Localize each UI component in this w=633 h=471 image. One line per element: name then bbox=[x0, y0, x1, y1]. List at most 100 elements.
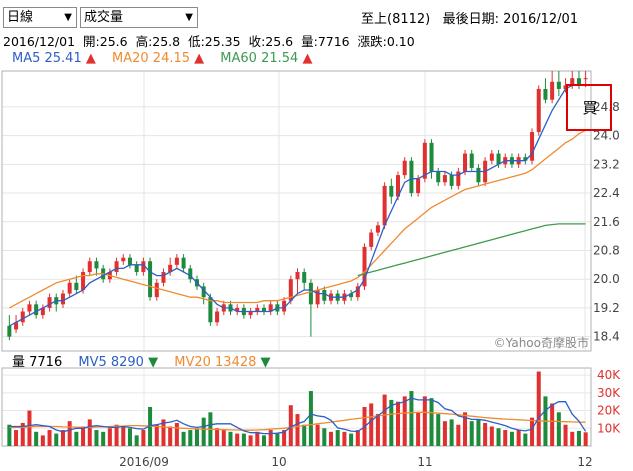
candle-body bbox=[295, 272, 300, 280]
candle-body bbox=[74, 282, 79, 290]
candle-body bbox=[27, 304, 32, 312]
volume-bar bbox=[295, 414, 300, 446]
ma-legend: MA5 25.41 ▲ MA20 24.15 ▲ MA60 21.54 ▲ bbox=[12, 51, 324, 66]
candle-body bbox=[261, 307, 267, 312]
volume-bar bbox=[107, 428, 112, 446]
candle-body bbox=[489, 153, 494, 161]
candle-body bbox=[288, 279, 293, 301]
candle-body bbox=[248, 311, 253, 316]
volume-bar bbox=[382, 394, 387, 446]
candle-body bbox=[429, 142, 434, 172]
date-tick-label: 12 bbox=[577, 455, 592, 469]
candle-body bbox=[255, 307, 260, 312]
legend-mv20: MV20 13428 ▼ bbox=[174, 355, 270, 370]
candle-body bbox=[168, 264, 173, 273]
quote-high: 高:25.8 bbox=[135, 34, 181, 49]
volume-bar bbox=[463, 412, 468, 446]
candle-body bbox=[148, 261, 153, 298]
ma5-line bbox=[9, 84, 586, 327]
volume-bar bbox=[469, 421, 474, 446]
moving-average-lines bbox=[9, 84, 586, 327]
legend-ma5: MA5 25.41 ▲ bbox=[12, 51, 96, 66]
candle-body bbox=[114, 261, 119, 273]
volume-bar bbox=[335, 430, 340, 446]
candle-body bbox=[154, 282, 159, 298]
volume-bar bbox=[536, 371, 541, 446]
period-select[interactable]: 日線 ▼ bbox=[3, 7, 77, 28]
quote-date: 2016/12/01 bbox=[3, 34, 76, 49]
candle-body bbox=[530, 132, 535, 161]
volume-bar bbox=[523, 433, 528, 446]
legend-ma20-text: MA20 24.15 bbox=[112, 51, 191, 66]
candle-body bbox=[81, 272, 86, 290]
volume-bar bbox=[121, 426, 126, 446]
volume-bar bbox=[221, 430, 226, 446]
candle-body bbox=[67, 282, 72, 294]
up-arrow-icon: ▲ bbox=[302, 51, 313, 66]
volume-bar bbox=[201, 417, 206, 446]
volume-bar bbox=[7, 424, 12, 446]
volume-bar bbox=[489, 426, 494, 446]
candle-body bbox=[215, 311, 220, 323]
candle-body bbox=[469, 153, 474, 168]
candle-body bbox=[402, 160, 407, 176]
volume-bar bbox=[563, 424, 568, 446]
volume-bar bbox=[476, 419, 481, 446]
candle-body bbox=[570, 78, 575, 86]
candle-body bbox=[456, 171, 461, 186]
down-arrow-icon: ▼ bbox=[260, 355, 271, 370]
volume-bar bbox=[550, 403, 555, 446]
volume-bar bbox=[282, 430, 287, 446]
stock-header: 至上(8112) 最後日期: 2016/12/01 bbox=[361, 8, 578, 27]
volume-bar bbox=[248, 435, 253, 446]
volume-bar bbox=[235, 433, 240, 446]
volume-bar bbox=[261, 435, 267, 446]
volume-bar bbox=[14, 430, 19, 446]
candle-body bbox=[416, 178, 421, 194]
candle-body bbox=[235, 307, 240, 312]
candle-body bbox=[362, 246, 367, 287]
candle-body bbox=[20, 311, 25, 323]
volume-bar bbox=[328, 431, 334, 446]
candle-body bbox=[563, 85, 568, 89]
chevron-down-icon: ▼ bbox=[185, 12, 193, 23]
volume-bar bbox=[47, 430, 52, 446]
legend-mv20-text: MV20 13428 bbox=[174, 355, 257, 370]
legend-ma60-text: MA60 21.54 bbox=[220, 51, 299, 66]
candlesticks bbox=[7, 71, 588, 341]
volume-bar bbox=[322, 428, 327, 446]
volume-bar bbox=[181, 431, 186, 446]
quote-volume: 量:7716 bbox=[301, 34, 350, 49]
candle-body bbox=[315, 289, 320, 305]
volume-tick-label: 10K bbox=[597, 421, 621, 435]
candle-body bbox=[463, 153, 468, 172]
volume-bar bbox=[87, 419, 92, 446]
volume-bar bbox=[188, 430, 193, 446]
volume-bar bbox=[422, 396, 427, 446]
volume-bar bbox=[40, 435, 45, 446]
candle-body bbox=[7, 325, 12, 337]
candle-body bbox=[536, 88, 541, 133]
volume-bar bbox=[54, 433, 59, 446]
volume-bar bbox=[101, 431, 106, 446]
volume-bar bbox=[576, 430, 581, 446]
candle-body bbox=[369, 232, 374, 247]
candle-body bbox=[583, 78, 588, 80]
indicator-select[interactable]: 成交量 ▼ bbox=[80, 7, 198, 28]
volume-bar bbox=[570, 431, 575, 446]
candle-body bbox=[302, 272, 307, 283]
volume-bar bbox=[375, 414, 380, 446]
price-tick-label: 19.2 bbox=[593, 301, 620, 315]
quote-low: 低:25.35 bbox=[188, 34, 241, 49]
price-tick-label: 24.8 bbox=[593, 100, 620, 114]
annotation-box-label: 買 bbox=[582, 99, 597, 117]
volume-bar bbox=[496, 428, 501, 446]
volume-bar bbox=[134, 435, 139, 446]
legend-ma60: MA60 21.54 ▲ bbox=[220, 51, 312, 66]
candle-body bbox=[556, 81, 561, 89]
volume-bar bbox=[530, 417, 535, 446]
volume-bar bbox=[154, 424, 159, 446]
candle-body bbox=[375, 225, 380, 233]
